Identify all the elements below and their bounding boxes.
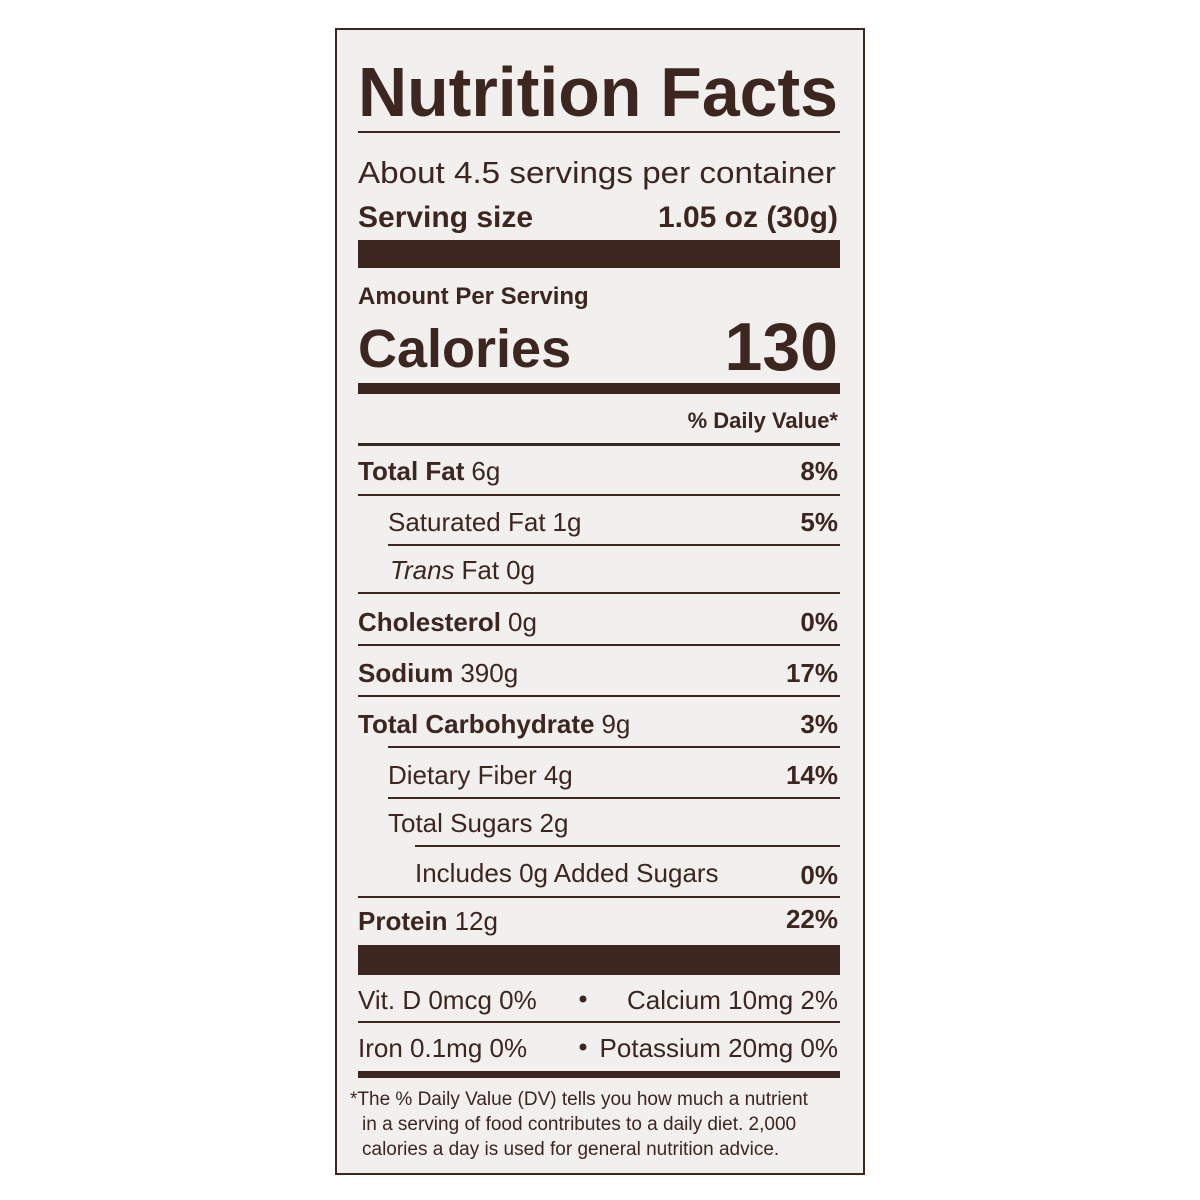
nutrient-amount: 0g — [508, 607, 537, 637]
nutrient-row: Cholesterol 0g — [358, 607, 537, 637]
servings: About 4.5 servings per container — [358, 155, 836, 190]
nutrient-amount: 6g — [471, 456, 500, 486]
nutrient-row: Dietary Fiber 4g — [388, 760, 573, 790]
rule — [358, 896, 840, 898]
footnote-line: in a serving of food contributes to a da… — [362, 1114, 796, 1135]
nutrient-row: Saturated Fat 1g — [388, 507, 581, 537]
rule — [358, 1021, 840, 1023]
nutrient-name: Protein — [358, 906, 448, 936]
bullet — [579, 995, 587, 1003]
rule — [388, 746, 840, 748]
nutrient-row: Trans Fat 0g — [390, 555, 535, 585]
rule — [415, 845, 840, 847]
vitamin: Iron 0.1mg 0% — [358, 1033, 527, 1063]
nutrient-dv: 14% — [786, 760, 838, 790]
thick-bar — [358, 383, 840, 394]
nutrient-dv: 17% — [786, 658, 838, 688]
daily-value-header: % Daily Value* — [688, 408, 839, 433]
nutrient-name: Total Fat — [358, 456, 465, 486]
nutrient-name: Total Carbohydrate — [358, 709, 594, 739]
rule — [358, 644, 840, 646]
rule — [388, 797, 840, 799]
nutrient-name: Saturated Fat — [388, 507, 546, 537]
amount-per-serving: Amount Per Serving — [358, 283, 589, 310]
vitamin: Vit. D 0mcg 0% — [358, 985, 537, 1015]
rule — [388, 544, 840, 546]
nutrient-name: Includes 0g Added Sugars — [415, 858, 719, 888]
footnote-line: *The % Daily Value (DV) tells you how mu… — [350, 1089, 809, 1110]
thick-bar — [358, 1071, 840, 1078]
nutrient-row: Total Fat 6g — [358, 456, 500, 486]
nutrient-name: Fat — [462, 555, 500, 585]
nutrient-amount: 2g — [540, 808, 569, 838]
rule — [358, 592, 840, 594]
rule — [358, 131, 840, 133]
nutrient-dv: 5% — [800, 507, 838, 537]
nutrient-name: Total Sugars — [388, 808, 533, 838]
nutrient-dv: 3% — [800, 709, 838, 739]
nutrient-dv: 0% — [800, 607, 838, 637]
nutrient-dv: 0% — [800, 860, 838, 890]
footnote-line: calories a day is used for general nutri… — [362, 1139, 779, 1160]
thick-bar — [358, 240, 840, 268]
rule — [358, 443, 840, 446]
title: Nutrition Facts — [358, 53, 838, 131]
bullet — [579, 1043, 587, 1051]
nutrient-dv: 22% — [786, 904, 838, 934]
serving-size-label: Serving size — [358, 201, 533, 234]
nutrient-amount: 0g — [506, 555, 535, 585]
nutrient-row: Total Sugars 2g — [388, 808, 568, 838]
nutrient-dv: 8% — [800, 456, 838, 486]
nutrient-row: Protein 12g — [358, 906, 498, 936]
nutrient-row: Sodium 390g — [358, 658, 518, 688]
nutrient-name: Dietary Fiber — [388, 760, 537, 790]
nutrient-amount: 9g — [601, 709, 630, 739]
nutrient-amount: 1g — [553, 507, 582, 537]
nutrient-amount: 12g — [455, 906, 498, 936]
vitamin: Calcium 10mg 2% — [627, 985, 838, 1015]
rule — [358, 695, 840, 697]
calories-value: 130 — [725, 309, 838, 385]
label-box — [335, 28, 865, 1175]
calories-label: Calories — [358, 319, 571, 379]
thick-bar — [358, 945, 840, 975]
nutrient-name-italic: Trans — [390, 555, 455, 585]
nutrient-amount: 390g — [460, 658, 518, 688]
nutrient-name: Cholesterol — [358, 607, 501, 637]
serving-size-value: 1.05 oz (30g) — [658, 201, 838, 234]
vitamin: Potassium 20mg 0% — [600, 1033, 838, 1063]
nutrient-name: Sodium — [358, 658, 453, 688]
nutrient-amount: 4g — [544, 760, 573, 790]
nutrient-row: Total Carbohydrate 9g — [358, 709, 630, 739]
rule — [358, 494, 840, 496]
